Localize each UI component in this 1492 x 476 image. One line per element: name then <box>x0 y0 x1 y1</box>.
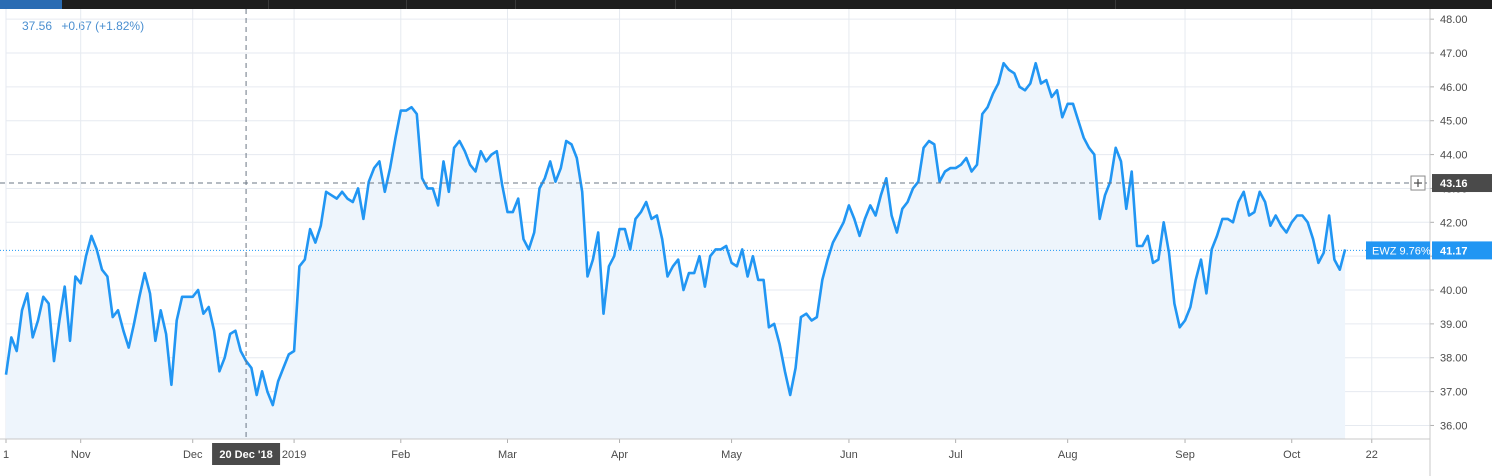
last-price-label: 41.17 <box>1440 245 1468 257</box>
active-toolbar-tab[interactable] <box>0 0 62 9</box>
x-tick-label: Mar <box>498 449 517 461</box>
toolbar-divider <box>268 0 269 9</box>
price-line <box>4 61 1347 407</box>
price-legend: 37.56 +0.67 (+1.82%) <box>22 19 150 33</box>
y-tick-label: 39.00 <box>1440 319 1468 331</box>
x-tick-label: Oct <box>1283 449 1300 461</box>
y-tick-label: 38.00 <box>1440 353 1468 365</box>
x-tick-label: 1 <box>3 449 9 461</box>
toolbar-divider <box>515 0 516 9</box>
crosshair <box>0 9 1430 439</box>
x-tick-label: 2019 <box>282 449 306 461</box>
y-tick-label: 40.00 <box>1440 285 1468 297</box>
legend-last-value: 37.56 <box>22 19 53 33</box>
x-tick-label: Dec <box>183 449 203 461</box>
y-tick-label: 46.00 <box>1440 82 1468 94</box>
x-tick-label: Nov <box>71 449 91 461</box>
x-tick-label: Sep <box>1175 449 1195 461</box>
y-tick-label: 42.00 <box>1440 217 1468 229</box>
y-tick-label: 48.00 <box>1440 14 1468 26</box>
crosshair-date-label: 20 Dec '18 <box>219 449 272 461</box>
symbol-change-tag <box>1366 241 1430 260</box>
y-tick-label: 47.00 <box>1440 48 1468 60</box>
x-tick-label: Aug <box>1058 449 1078 461</box>
toolbar-divider <box>406 0 407 9</box>
last-price-tag <box>1432 241 1492 260</box>
x-tick-label: May <box>721 449 742 461</box>
crosshair-price-tag <box>1432 174 1492 193</box>
symbol-change-label: EWZ 9.76% <box>1372 245 1431 257</box>
axis-tags: 43.16 EWZ 9.76% 41.17 20 Dec '18 <box>212 174 1492 465</box>
x-tick-label: Jun <box>840 449 858 461</box>
crosshair-price-label: 43.16 <box>1440 178 1468 190</box>
top-toolbar <box>0 0 1492 9</box>
legend-change: +0.67 (+1.82%) <box>61 19 145 33</box>
x-tick-label: Apr <box>611 449 628 461</box>
y-tick-label: 45.00 <box>1440 116 1468 128</box>
y-tick-label: 36.00 <box>1440 420 1468 432</box>
price-axis[interactable]: 36.0037.0038.0039.0040.0042.0043.0044.00… <box>1429 9 1468 476</box>
x-tick-label: 22 <box>1366 449 1378 461</box>
y-tick-label: 44.00 <box>1440 150 1468 162</box>
toolbar-divider <box>1115 0 1116 9</box>
y-tick-label: 37.00 <box>1440 387 1468 399</box>
time-axis[interactable]: 1 Nov Dec 2019 Feb Mar Apr May Jun Jul Aug Sep Oct 22 <box>0 438 1430 461</box>
toolbar-divider <box>675 0 676 9</box>
price-area-fill <box>6 63 1346 439</box>
x-tick-label: Feb <box>391 449 410 461</box>
crosshair-date-tag <box>212 443 281 465</box>
price-chart[interactable]: 36.0037.0038.0039.0040.0042.0043.0044.00… <box>0 9 1492 476</box>
x-tick-label: Jul <box>949 449 963 461</box>
